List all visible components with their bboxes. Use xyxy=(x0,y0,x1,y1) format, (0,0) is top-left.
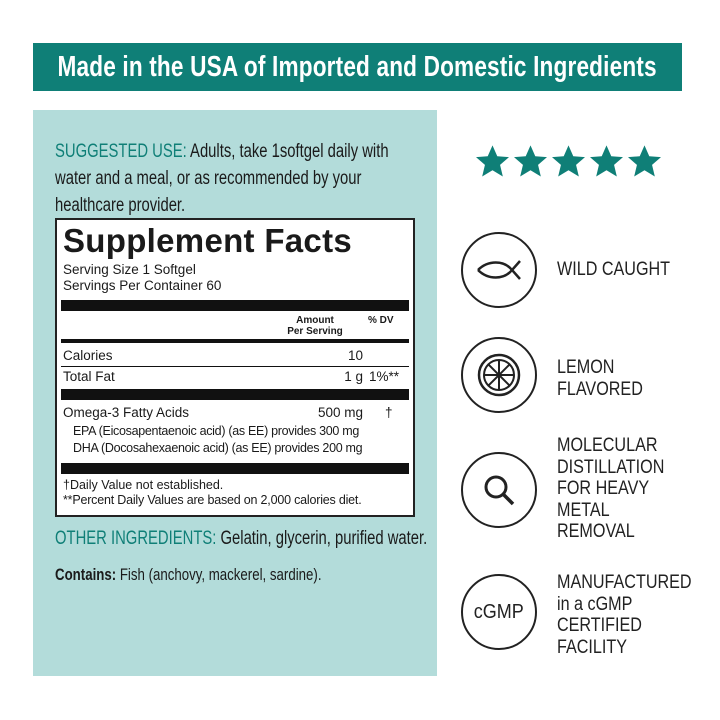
supplement-facts-label: Supplement Facts Serving Size 1 Softgel … xyxy=(55,218,415,517)
row-name: Omega-3 Fatty Acids xyxy=(63,405,190,420)
feature-text: CERTIFIED xyxy=(557,615,642,636)
row-name: Total Fat xyxy=(63,369,115,384)
servings-per-container: Servings Per Container 60 xyxy=(63,278,222,293)
col-amount: Amount xyxy=(296,315,334,326)
star-icon xyxy=(514,145,547,177)
divider xyxy=(61,339,409,343)
cgmp-icon: cGMP xyxy=(461,574,537,650)
row-amount: 1 g xyxy=(344,369,363,384)
contains-label: Contains: xyxy=(55,565,117,584)
row-amount: 500 mg xyxy=(317,405,363,420)
star-icon xyxy=(476,145,509,177)
feature-distillation: MOLECULAR DISTILLATION FOR HEAVY METAL REMOV… xyxy=(461,435,664,542)
facts-title: Supplement Facts xyxy=(63,222,353,259)
contains: Contains: Fish (anchovy, mackerel, sardi… xyxy=(55,565,322,585)
suggested-use-text: Adults, take 1softgel daily with water a… xyxy=(55,141,389,216)
other-ingredients-text: Gelatin, glycerin, purified water. xyxy=(216,528,428,549)
header-banner: Made in the USA of Imported and Domestic… xyxy=(33,43,682,91)
feature-cgmp: cGMP MANUFACTURED in a cGMP CERTIFIED FACIL… xyxy=(461,572,692,658)
feature-text: REMOVAL xyxy=(557,521,635,542)
contains-text: Fish (anchovy, mackerel, sardine). xyxy=(116,565,322,584)
cgmp-icon-text: cGMP xyxy=(473,600,525,623)
lemon-icon xyxy=(461,337,537,413)
row-dv xyxy=(363,346,407,366)
divider xyxy=(61,300,409,311)
star-icon xyxy=(590,145,623,177)
serving-size: Serving Size 1 Softgel xyxy=(63,262,196,277)
divider xyxy=(61,366,409,367)
facts-row: Calories 10 xyxy=(63,346,407,366)
row-name: Calories xyxy=(63,348,113,363)
feature-text: DISTILLATION xyxy=(557,456,665,478)
sub-row: DHA (Docosahexaenoic acid) (as EE) provi… xyxy=(73,441,363,455)
divider xyxy=(61,463,409,474)
facts-row: Total Fat 1 g 1%** xyxy=(63,367,407,387)
feature-text: in a cGMP xyxy=(557,593,633,615)
col-per-serving: Per Serving xyxy=(287,326,343,337)
feature-text: WILD CAUGHT xyxy=(557,259,671,280)
row-amount: 10 xyxy=(347,348,363,363)
feature-text: FLAVORED xyxy=(557,378,643,400)
feature-text: FACILITY xyxy=(557,636,628,658)
header-title: Made in the USA of Imported and Domestic… xyxy=(57,50,658,83)
divider xyxy=(61,389,409,400)
footnote: †Daily Value not established. xyxy=(63,478,224,492)
magnifier-icon xyxy=(461,452,537,528)
star-icon xyxy=(552,145,585,177)
suggested-use-label: SUGGESTED USE: xyxy=(55,141,187,162)
facts-row: Omega-3 Fatty Acids 500 mg † xyxy=(63,403,407,423)
feature-text: MOLECULAR xyxy=(557,435,658,456)
feature-lemon: LEMON FLAVORED xyxy=(461,337,643,413)
info-panel: SUGGESTED USE: Adults, take 1softgel dai… xyxy=(33,110,437,676)
feature-text: MANUFACTURED xyxy=(557,572,692,593)
suggested-use: SUGGESTED USE: Adults, take 1softgel dai… xyxy=(55,138,422,219)
sub-row: EPA (Eicosapentaenoic acid) (as EE) prov… xyxy=(73,424,360,438)
row-dv: † xyxy=(385,405,393,420)
star-icon xyxy=(628,145,661,177)
col-dv: % DV xyxy=(368,315,394,326)
feature-text: METAL xyxy=(557,499,610,521)
row-dv: 1%** xyxy=(369,369,400,384)
other-ingredients: OTHER INGREDIENTS: Gelatin, glycerin, pu… xyxy=(55,528,427,550)
star-rating xyxy=(474,143,663,180)
feature-text: LEMON xyxy=(557,357,615,378)
fish-icon xyxy=(461,232,537,308)
feature-wild-caught: WILD CAUGHT xyxy=(461,232,670,308)
feature-text: FOR HEAVY xyxy=(557,478,650,499)
footnote: **Percent Daily Values are based on 2,00… xyxy=(63,493,362,507)
other-ingredients-label: OTHER INGREDIENTS: xyxy=(55,528,217,549)
